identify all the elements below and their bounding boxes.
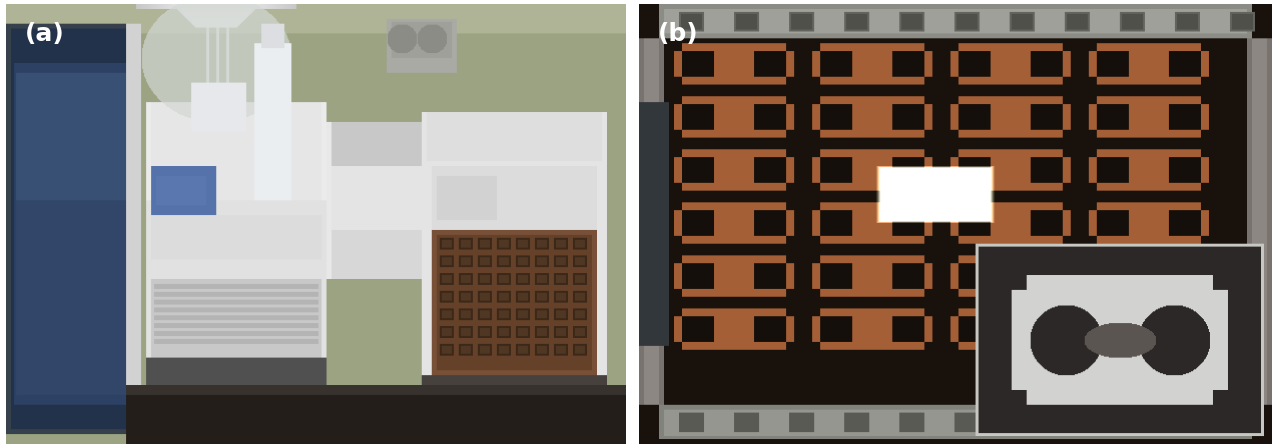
Text: (b): (b) <box>658 22 699 46</box>
Text: (a): (a) <box>26 22 65 46</box>
